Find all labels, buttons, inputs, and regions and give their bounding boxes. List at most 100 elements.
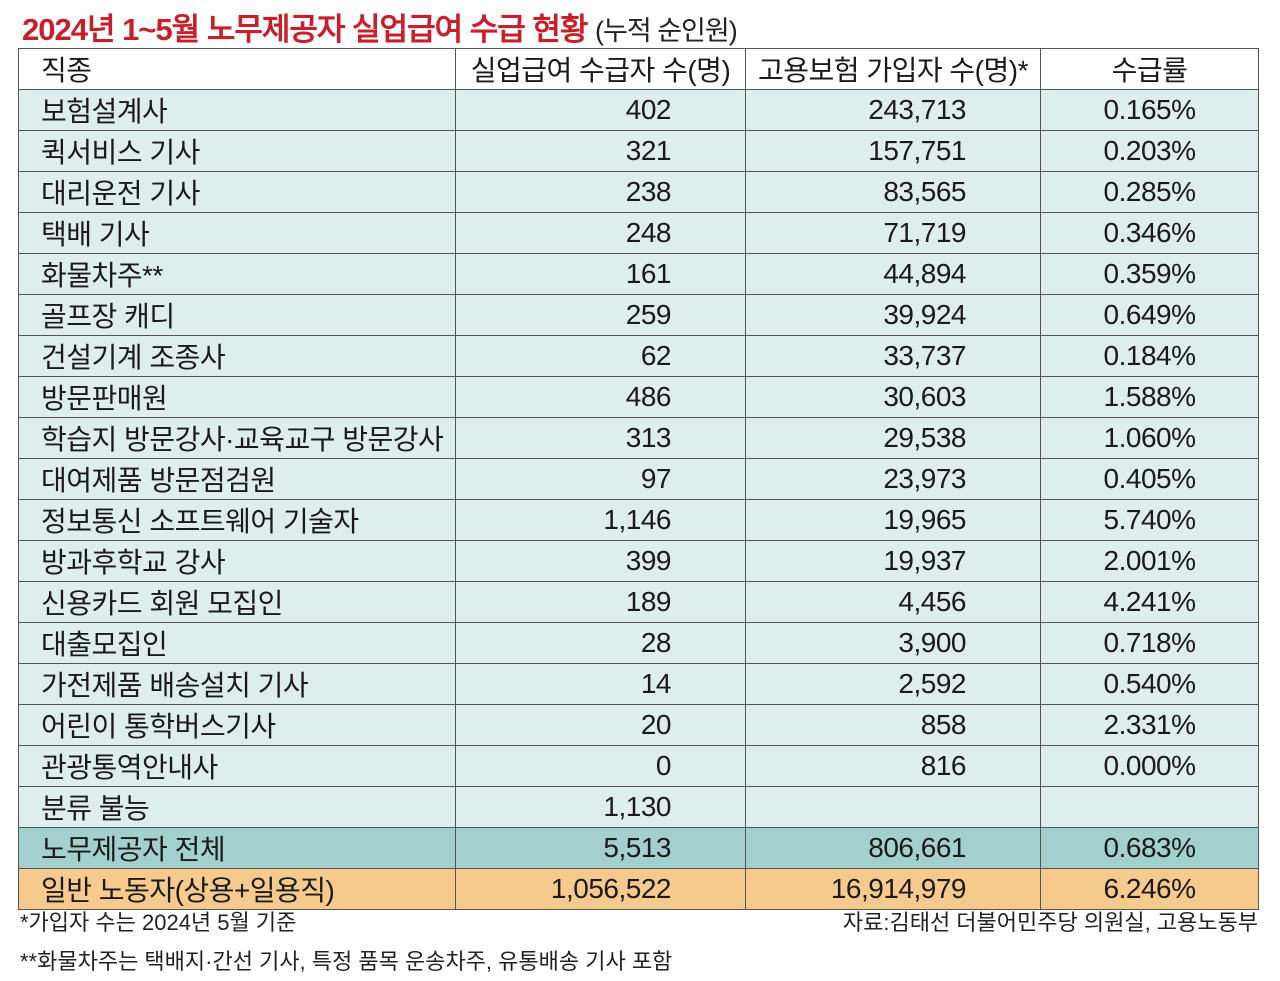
table-row: 분류 불능 1,130: [18, 786, 1259, 828]
cell-insured: 23,973: [745, 458, 1041, 500]
cell-occupation: 대여제품 방문점검원: [18, 458, 456, 500]
cell-rate: 0.718%: [1040, 622, 1259, 664]
table-row: 보험설계사 402 243,713 0.165%: [18, 89, 1259, 131]
cell-occupation: 분류 불능: [18, 786, 456, 828]
cell-recipients: 238: [455, 171, 746, 213]
cell-occupation: 건설기계 조종사: [18, 335, 456, 377]
cell-occupation: 택배 기사: [18, 212, 456, 254]
cell-recipients: 0: [455, 745, 746, 787]
table-row: 화물차주** 161 44,894 0.359%: [18, 253, 1259, 295]
title-text: 2024년 1~5월 노무제공자 실업급여 수급 현황: [22, 12, 588, 47]
data-table: 직종 실업급여 수급자 수(명) 고용보험 가입자 수(명)* 수급률 보험설계…: [18, 48, 1259, 910]
cell-insured: 83,565: [745, 171, 1041, 213]
source-note: 자료:김태선 더불어민주당 의원실, 고용노동부: [842, 910, 1258, 935]
cell-recipients: 1,056,522: [455, 868, 746, 910]
cell-insured: 858: [745, 704, 1041, 746]
cell-occupation: 관광통역안내사: [18, 745, 456, 787]
cell-rate: 1.588%: [1040, 376, 1259, 418]
cell-occupation: 퀵서비스 기사: [18, 130, 456, 172]
cell-recipients: 402: [455, 89, 746, 131]
cell-recipients: 259: [455, 294, 746, 336]
cell-occupation: 대리운전 기사: [18, 171, 456, 213]
cell-insured: 157,751: [745, 130, 1041, 172]
cell-rate: 4.241%: [1040, 581, 1259, 623]
cell-rate: 0.165%: [1040, 89, 1259, 131]
cell-insured: 30,603: [745, 376, 1041, 418]
cell-recipients: 14: [455, 663, 746, 705]
table-row: 신용카드 회원 모집인 189 4,456 4.241%: [18, 581, 1259, 623]
table-row: 가전제품 배송설치 기사 14 2,592 0.540%: [18, 663, 1259, 705]
cell-rate: 5.740%: [1040, 499, 1259, 541]
table-row: 택배 기사 248 71,719 0.346%: [18, 212, 1259, 254]
total-row: 노무제공자 전체 5,513 806,661 0.683%: [18, 827, 1259, 869]
cell-insured: 2,592: [745, 663, 1041, 705]
cell-rate: 0.540%: [1040, 663, 1259, 705]
cell-recipients: 321: [455, 130, 746, 172]
cell-occupation: 화물차주**: [18, 253, 456, 295]
cell-rate: 2.001%: [1040, 540, 1259, 582]
cell-occupation: 어린이 통학버스기사: [18, 704, 456, 746]
page-title: 2024년 1~5월 노무제공자 실업급여 수급 현황 (누적 순인원): [22, 4, 738, 49]
cell-recipients: 248: [455, 212, 746, 254]
footnote-cargo: **화물차주는 택배지·간선 기사, 특정 품목 운송차주, 유통배송 기사 포…: [20, 949, 673, 974]
header-insured: 고용보험 가입자 수(명)*: [745, 48, 1041, 90]
cell-rate: [1040, 786, 1259, 828]
cell-rate: 0.649%: [1040, 294, 1259, 336]
cell-recipients: 62: [455, 335, 746, 377]
cell-recipients: 20: [455, 704, 746, 746]
cell-rate: 0.359%: [1040, 253, 1259, 295]
cell-insured: 33,737: [745, 335, 1041, 377]
table-row: 대여제품 방문점검원 97 23,973 0.405%: [18, 458, 1259, 500]
title-subtitle: (누적 순인원): [595, 16, 738, 46]
table-row: 대리운전 기사 238 83,565 0.285%: [18, 171, 1259, 213]
cell-insured: 39,924: [745, 294, 1041, 336]
cell-insured: 16,914,979: [745, 868, 1041, 910]
cell-recipients: 97: [455, 458, 746, 500]
cell-recipients: 1,146: [455, 499, 746, 541]
cell-insured: 3,900: [745, 622, 1041, 664]
cell-recipients: 161: [455, 253, 746, 295]
header-rate: 수급률: [1040, 48, 1259, 90]
cell-occupation: 신용카드 회원 모집인: [18, 581, 456, 623]
table-row: 관광통역안내사 0 816 0.000%: [18, 745, 1259, 787]
cell-rate: 0.000%: [1040, 745, 1259, 787]
table-row: 건설기계 조종사 62 33,737 0.184%: [18, 335, 1259, 377]
cell-recipients: 5,513: [455, 827, 746, 869]
header-recipients: 실업급여 수급자 수(명): [455, 48, 746, 90]
cell-insured: 4,456: [745, 581, 1041, 623]
cell-insured: 44,894: [745, 253, 1041, 295]
cell-occupation: 학습지 방문강사·교육교구 방문강사: [18, 417, 456, 459]
cell-rate: 0.405%: [1040, 458, 1259, 500]
table-row: 골프장 캐디 259 39,924 0.649%: [18, 294, 1259, 336]
cell-insured: 816: [745, 745, 1041, 787]
cell-insured: 71,719: [745, 212, 1041, 254]
table-row: 대출모집인 28 3,900 0.718%: [18, 622, 1259, 664]
cell-occupation: 노무제공자 전체: [18, 827, 456, 869]
table-row: 정보통신 소프트웨어 기술자 1,146 19,965 5.740%: [18, 499, 1259, 541]
cell-insured: 243,713: [745, 89, 1041, 131]
cell-insured: 806,661: [745, 827, 1041, 869]
table-row: 방문판매원 486 30,603 1.588%: [18, 376, 1259, 418]
cell-occupation: 보험설계사: [18, 89, 456, 131]
cell-rate: 0.285%: [1040, 171, 1259, 213]
cell-insured: 29,538: [745, 417, 1041, 459]
cell-insured: 19,937: [745, 540, 1041, 582]
cell-rate: 0.683%: [1040, 827, 1259, 869]
cell-occupation: 대출모집인: [18, 622, 456, 664]
cell-recipients: 189: [455, 581, 746, 623]
cell-recipients: 1,130: [455, 786, 746, 828]
cell-occupation: 방과후학교 강사: [18, 540, 456, 582]
cell-recipients: 28: [455, 622, 746, 664]
table-row: 방과후학교 강사 399 19,937 2.001%: [18, 540, 1259, 582]
cell-rate: 6.246%: [1040, 868, 1259, 910]
cell-recipients: 486: [455, 376, 746, 418]
cell-rate: 2.331%: [1040, 704, 1259, 746]
cell-insured: 19,965: [745, 499, 1041, 541]
cell-rate: 0.184%: [1040, 335, 1259, 377]
cell-occupation: 방문판매원: [18, 376, 456, 418]
cell-recipients: 313: [455, 417, 746, 459]
cell-recipients: 399: [455, 540, 746, 582]
cell-rate: 0.203%: [1040, 130, 1259, 172]
header-row: 직종 실업급여 수급자 수(명) 고용보험 가입자 수(명)* 수급률: [18, 48, 1259, 90]
cell-rate: 0.346%: [1040, 212, 1259, 254]
